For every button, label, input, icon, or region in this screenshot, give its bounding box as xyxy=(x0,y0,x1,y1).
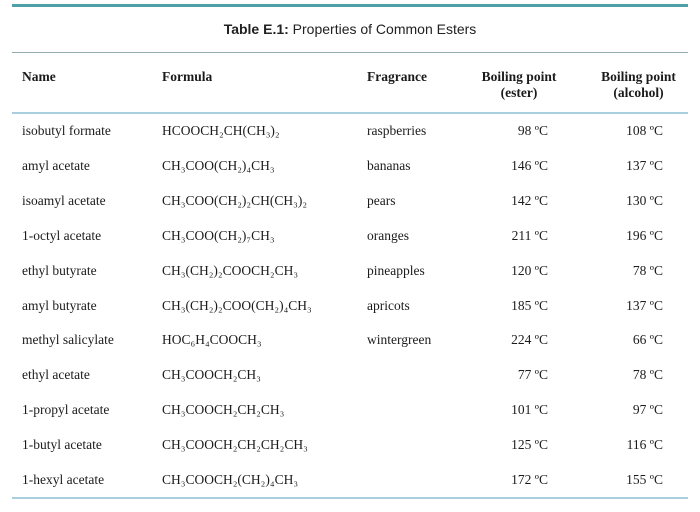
cell-formula: CH₃(CH₂)₂COOCH₂CH₃ xyxy=(162,262,299,278)
cell-formula: CH₃COOCH₂CH₃ xyxy=(162,367,261,383)
cell-name: ethyl acetate xyxy=(22,367,90,383)
cell-bp-ester: 185 ºC xyxy=(511,297,548,313)
cell-bp-alcohol: 78 ºC xyxy=(632,262,663,278)
table-row: amyl butyrate CH₃(CH₂)₂COO(CH₂)₄CH₃ apri… xyxy=(12,288,688,323)
header-boiling-point-ester-line1: Boiling point xyxy=(481,69,557,84)
cell-bp-alcohol: 155 ºC xyxy=(626,471,663,487)
cell-bp-ester: 146 ºC xyxy=(511,158,548,174)
header-boiling-point-alcohol: Boiling point (alcohol) xyxy=(559,60,688,101)
cell-bp-ester: 98 ºC xyxy=(517,123,548,139)
cell-name: 1-octyl acetate xyxy=(22,227,102,243)
table-row: isobutyl formate HCOOCH₂CH(CH₃)₂ raspber… xyxy=(12,114,688,149)
cell-bp-ester: 224 ºC xyxy=(511,332,548,348)
cell-formula: HOC₆H₄COOCH₃ xyxy=(162,332,262,348)
header-boiling-point-ester: Boiling point (ester) xyxy=(469,60,559,101)
cell-formula: HCOOCH₂CH(CH₃)₂ xyxy=(162,123,280,139)
cell-bp-alcohol: 116 ºC xyxy=(626,437,663,453)
caption-divider xyxy=(12,52,688,53)
cell-name: isoamyl acetate xyxy=(22,193,106,209)
header-formula: Formula xyxy=(162,69,213,84)
table-row: ethyl butyrate CH₃(CH₂)₂COOCH₂CH₃ pineap… xyxy=(12,253,688,288)
cell-bp-ester: 142 ºC xyxy=(511,193,548,209)
table-caption-label: Table E.1: xyxy=(223,21,289,37)
cell-name: amyl butyrate xyxy=(22,297,97,313)
table-header-row: Name Formula Fragrance Boiling point (es… xyxy=(12,60,688,101)
header-boiling-point-ester-line2: (ester) xyxy=(500,85,538,100)
cell-name: isobutyl formate xyxy=(22,123,111,139)
cell-name: 1-hexyl acetate xyxy=(22,471,105,487)
cell-bp-ester: 120 ºC xyxy=(511,262,548,278)
table-body: isobutyl formate HCOOCH₂CH(CH₃)₂ raspber… xyxy=(12,114,688,497)
cell-bp-ester: 211 ºC xyxy=(511,227,548,243)
cell-name: 1-propyl acetate xyxy=(22,402,110,418)
table-row: methyl salicylate HOC₆H₄COOCH₃ wintergre… xyxy=(12,323,688,358)
table-row: isoamyl acetate CH₃COO(CH₂)₂CH(CH₃)₂ pea… xyxy=(12,184,688,219)
cell-fragrance: raspberries xyxy=(367,123,427,139)
cell-bp-alcohol: 78 ºC xyxy=(632,367,663,383)
cell-bp-alcohol: 97 ºC xyxy=(632,402,663,418)
table-row: ethyl acetate CH₃COOCH₂CH₃ 77 ºC 78 ºC xyxy=(12,358,688,393)
cell-bp-alcohol: 137 ºC xyxy=(626,297,663,313)
cell-bp-alcohol: 108 ºC xyxy=(626,123,663,139)
table-caption: Table E.1: Properties of Common Esters xyxy=(0,21,700,37)
table-row: 1-propyl acetate CH₃COOCH₂CH₂CH₃ 101 ºC … xyxy=(12,393,688,428)
cell-bp-ester: 77 ºC xyxy=(517,367,548,383)
cell-fragrance: wintergreen xyxy=(367,332,432,348)
cell-formula: CH₃COO(CH₂)₄CH₃ xyxy=(162,158,275,174)
cell-name: amyl acetate xyxy=(22,158,90,174)
cell-name: 1-butyl acetate xyxy=(22,437,102,453)
top-rule xyxy=(12,4,688,7)
cell-formula: CH₃COO(CH₂)₇CH₃ xyxy=(162,227,275,243)
cell-fragrance: pineapples xyxy=(367,262,425,278)
cell-fragrance: bananas xyxy=(367,158,411,174)
cell-name: ethyl butyrate xyxy=(22,262,97,278)
header-boiling-point-alcohol-line2: (alcohol) xyxy=(613,85,664,100)
cell-formula: CH₃COOCH₂CH₂CH₃ xyxy=(162,402,285,418)
cell-bp-ester: 101 ºC xyxy=(511,402,548,418)
header-boiling-point-alcohol-line1: Boiling point xyxy=(601,69,676,84)
cell-bp-alcohol: 130 ºC xyxy=(626,193,663,209)
table-row: amyl acetate CH₃COO(CH₂)₄CH₃ bananas 146… xyxy=(12,149,688,184)
cell-fragrance: oranges xyxy=(367,227,409,243)
header-name: Name xyxy=(22,69,56,84)
cell-bp-alcohol: 137 ºC xyxy=(626,158,663,174)
table-row: 1-hexyl acetate CH₃COOCH₂(CH₂)₄CH₃ 172 º… xyxy=(12,462,688,497)
table-row: 1-butyl acetate CH₃COOCH₂CH₂CH₂CH₃ 125 º… xyxy=(12,428,688,463)
cell-bp-alcohol: 66 ºC xyxy=(632,332,663,348)
bottom-rule xyxy=(12,497,688,499)
cell-bp-alcohol: 196 ºC xyxy=(626,227,663,243)
cell-fragrance: pears xyxy=(367,193,396,209)
cell-formula: CH₃COOCH₂(CH₂)₄CH₃ xyxy=(162,471,299,487)
cell-bp-ester: 125 ºC xyxy=(511,437,548,453)
table-caption-title: Properties of Common Esters xyxy=(292,21,477,37)
cell-fragrance: apricots xyxy=(367,297,410,313)
cell-bp-ester: 172 ºC xyxy=(511,471,548,487)
cell-formula: CH₃COOCH₂CH₂CH₂CH₃ xyxy=(162,437,308,453)
table-row: 1-octyl acetate CH₃COO(CH₂)₇CH₃ oranges … xyxy=(12,219,688,254)
cell-formula: CH₃(CH₂)₂COO(CH₂)₄CH₃ xyxy=(162,297,312,313)
header-fragrance: Fragrance xyxy=(367,69,427,84)
cell-name: methyl salicylate xyxy=(22,332,114,348)
header-divider xyxy=(12,112,688,114)
cell-formula: CH₃COO(CH₂)₂CH(CH₃)₂ xyxy=(162,193,308,209)
